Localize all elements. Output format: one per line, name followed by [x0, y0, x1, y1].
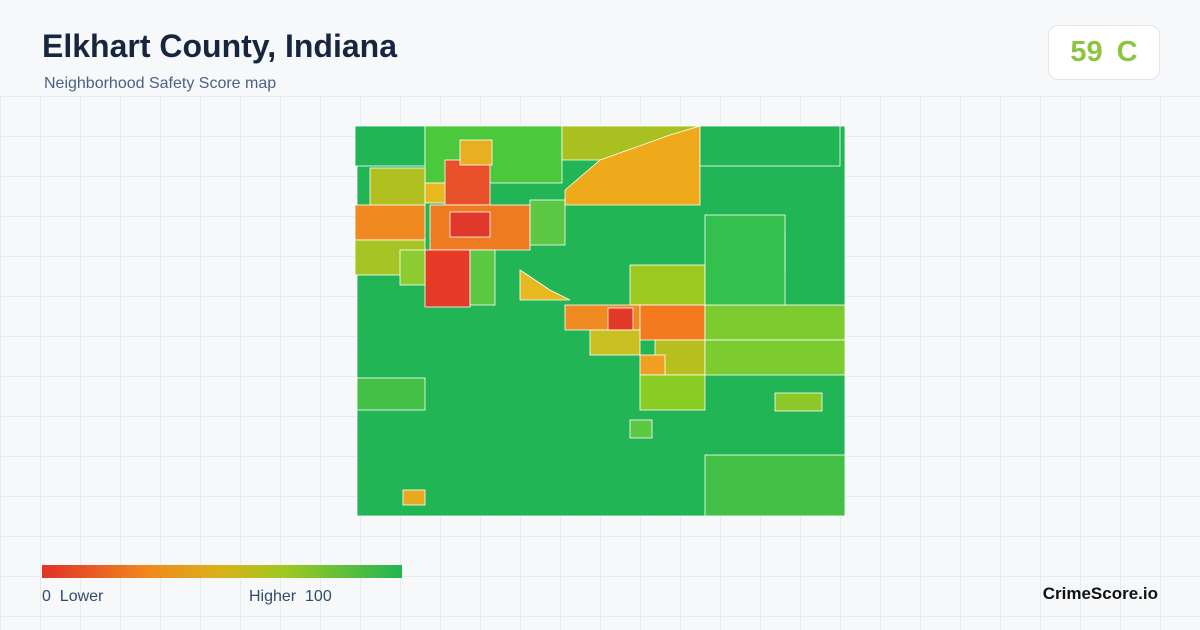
region	[356, 377, 426, 411]
region	[639, 304, 706, 341]
region	[529, 199, 566, 246]
region	[519, 269, 571, 301]
region	[449, 211, 491, 238]
region	[424, 249, 471, 308]
region	[699, 125, 841, 167]
region	[639, 354, 666, 376]
region	[399, 249, 426, 286]
region	[704, 339, 846, 376]
region	[629, 419, 653, 439]
region	[774, 392, 823, 412]
header-bg	[0, 0, 1200, 96]
region	[564, 125, 701, 206]
score-badge: 59 C	[1048, 25, 1160, 80]
region	[369, 167, 426, 206]
title: Elkhart County, Indiana	[42, 28, 397, 64]
region	[629, 264, 706, 306]
region	[639, 374, 706, 411]
subtitle: Neighborhood Safety Score map	[44, 75, 277, 92]
region	[704, 304, 846, 341]
region	[607, 307, 634, 331]
region	[469, 249, 496, 306]
region	[444, 159, 491, 206]
legend-max: Higher 100	[249, 588, 332, 606]
legend-min: 0 Lower	[42, 588, 103, 606]
legend-max-label: Higher	[249, 588, 297, 605]
region	[589, 329, 641, 356]
region	[459, 139, 493, 166]
region	[402, 489, 426, 506]
region	[354, 125, 426, 167]
region	[704, 454, 846, 517]
legend-min-value: 0	[42, 588, 51, 605]
region	[354, 204, 426, 241]
legend-gradient	[42, 565, 402, 578]
brand: CrimeScore.io	[1042, 584, 1158, 603]
region	[704, 214, 786, 306]
score-value: 59	[1070, 36, 1103, 68]
legend-min-label: Lower	[59, 588, 104, 605]
legend-max-value: 100	[305, 588, 332, 605]
score-grade: C	[1116, 36, 1138, 68]
